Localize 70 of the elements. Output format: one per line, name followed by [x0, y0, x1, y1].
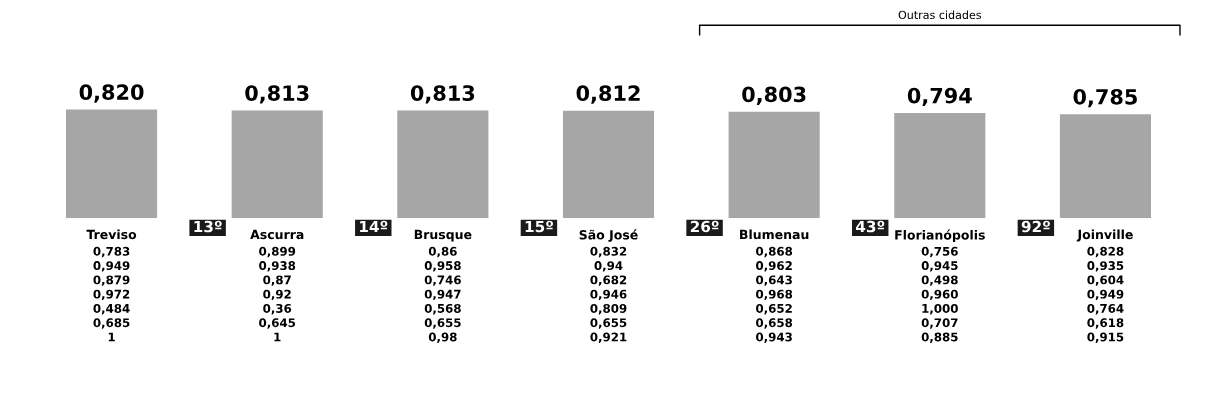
text: 0,98: [428, 332, 457, 343]
text: 0,949: [93, 261, 130, 272]
text: 92º: [1021, 220, 1050, 233]
x-tick-label: Ascurra: [250, 229, 304, 240]
text: 43º: [855, 220, 885, 233]
text: 0,921: [590, 332, 627, 343]
data-label: 0,803: [742, 86, 806, 105]
text: 0,655: [590, 318, 627, 329]
x-tick-label: Treviso: [86, 229, 137, 240]
text: 0,685: [93, 318, 130, 329]
text: 0,707: [921, 318, 958, 329]
text: 0,945: [921, 261, 958, 272]
text: 0,899: [259, 246, 296, 258]
text: 0,960: [921, 289, 958, 301]
text: 0,568: [424, 303, 461, 315]
text: 0,809: [590, 303, 627, 315]
text: 0,968: [756, 289, 793, 301]
text: 0,36: [263, 303, 292, 315]
text: 0,645: [259, 318, 296, 329]
text: 0,92: [263, 289, 291, 301]
data-label: 0,813: [245, 85, 309, 104]
text: 0,832: [590, 246, 627, 258]
text: 0,958: [424, 261, 461, 272]
text: 0,962: [756, 261, 792, 272]
text: 0,86: [428, 246, 457, 258]
text: 0,652: [756, 303, 792, 315]
text: 14º: [360, 220, 388, 233]
text: 0,618: [1087, 318, 1124, 329]
text: 0,658: [756, 318, 793, 329]
data-label: 0,820: [79, 84, 144, 103]
text: 0,643: [756, 275, 792, 286]
data-label: 0,785: [1073, 88, 1137, 108]
x-tick-label: Joinville: [1076, 229, 1133, 242]
data-label: 0,813: [410, 85, 475, 104]
x-tick-label: Blumenau: [740, 229, 809, 240]
text: Outras cidades: [898, 10, 982, 20]
text: 0,655: [424, 318, 461, 329]
text: 26º: [690, 220, 719, 233]
text: 0,87: [263, 275, 291, 286]
text: 0,943: [756, 332, 792, 343]
text: 1,000: [922, 303, 958, 315]
data-label: 0,812: [576, 85, 640, 104]
text: 0,764: [1087, 303, 1124, 315]
text: 0,498: [921, 275, 958, 286]
text: 0,746: [424, 275, 461, 286]
text: 0,783: [93, 246, 130, 258]
text: 0,868: [756, 246, 793, 258]
text: 1: [274, 332, 281, 342]
x-tick-label: São José: [579, 229, 638, 242]
text: 0,604: [1087, 275, 1124, 286]
text: 0,972: [93, 289, 130, 301]
text: 0,935: [1087, 261, 1124, 272]
text: 0,947: [424, 289, 461, 301]
data-label: 0,794: [907, 87, 972, 107]
text: 0,828: [1087, 246, 1124, 258]
text: 1: [108, 332, 115, 342]
text: 0,94: [594, 261, 623, 272]
text: 0,879: [93, 275, 130, 286]
x-tick-label: Brusque: [414, 229, 472, 242]
text: 0,682: [590, 275, 627, 286]
text: 0,885: [921, 332, 958, 343]
text: 0,938: [259, 261, 296, 272]
text: 0,756: [921, 246, 958, 258]
text: 15º: [525, 220, 553, 233]
text: 0,484: [93, 303, 130, 315]
text: 0,915: [1087, 332, 1124, 343]
text: 0,949: [1087, 289, 1124, 301]
x-tick-label: Florianópolis: [895, 229, 985, 243]
text: 13º: [194, 220, 222, 233]
text: 0,946: [590, 289, 627, 301]
